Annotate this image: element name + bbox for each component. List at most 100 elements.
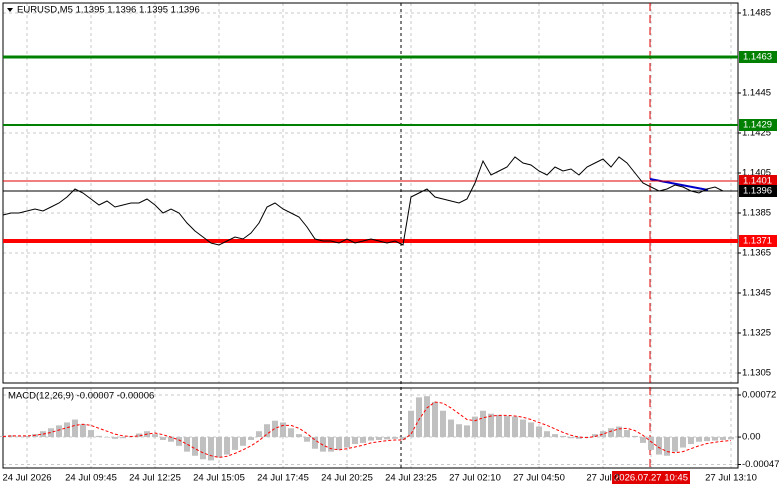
macd-bar — [264, 424, 270, 438]
y-tick-label: 1.1405 — [742, 168, 771, 179]
price-panel-frame — [2, 2, 739, 384]
macd-panel-frame — [2, 387, 739, 469]
macd-bar — [640, 437, 646, 443]
menu-triangle[interactable] — [7, 8, 13, 12]
macd-bar — [696, 437, 702, 442]
macd-bar — [168, 437, 174, 442]
x-tick-label: 24 Jul 2026 — [2, 473, 51, 484]
macd-bar — [368, 437, 374, 441]
macd-bar — [176, 437, 182, 446]
y-tick-label: 1.1425 — [742, 128, 771, 139]
macd-bar — [392, 437, 398, 439]
x-tick-label: 24 Jul 09:45 — [65, 473, 117, 484]
macd-bar — [448, 419, 454, 438]
macd-bar — [408, 410, 414, 438]
macd-bar — [384, 437, 390, 440]
macd-bar — [672, 437, 678, 452]
y-tick-label: 1.1325 — [742, 328, 771, 339]
macd-bar — [680, 437, 686, 448]
y-tick-label: -0.00047 — [742, 459, 780, 470]
level-label-box — [739, 235, 777, 247]
level-label-box — [739, 119, 777, 131]
macd-bar — [504, 416, 510, 438]
cursor-time-label: 2026.07.27 10:45 — [614, 473, 688, 484]
macd-bar — [256, 431, 262, 438]
macd-bar — [440, 410, 446, 438]
macd-bar — [296, 434, 302, 438]
macd-bar — [80, 424, 86, 438]
macd-bar — [576, 437, 582, 439]
level-label: 1.1401 — [743, 176, 772, 187]
macd-bar — [328, 437, 334, 452]
x-tick-label: 27 Jul 0 — [586, 473, 619, 484]
macd-bar — [632, 435, 638, 438]
macd-bar — [664, 437, 670, 456]
macd-bar — [624, 430, 630, 438]
symbol-header: EURUSD,M5 1.1395 1.1396 1.1395 1.1396 — [17, 5, 200, 16]
signal-line — [2, 401, 732, 459]
macd-bar — [320, 437, 326, 452]
y-tick-label: 1.1365 — [742, 248, 771, 259]
macd-bar — [56, 425, 62, 438]
macd-bar — [592, 434, 598, 438]
macd-bar — [488, 413, 494, 438]
macd-bar — [512, 416, 518, 438]
macd-bar — [376, 437, 382, 440]
macd-bar — [88, 430, 94, 438]
macd-bar — [16, 436, 22, 438]
macd-bar — [464, 425, 470, 438]
macd-bar — [720, 437, 726, 440]
macd-bar — [72, 419, 78, 438]
y-tick-label: 1.1345 — [742, 288, 771, 299]
macd-bar — [560, 435, 566, 438]
x-tick-label: 27 Jul 04:50 — [513, 473, 565, 484]
level-label: 1.1371 — [743, 236, 772, 247]
macd-bar — [424, 396, 430, 438]
macd-bar — [552, 434, 558, 438]
macd-bar — [648, 437, 654, 450]
macd-bar — [432, 402, 438, 438]
macd-bar — [608, 428, 614, 438]
macd-bar — [152, 434, 158, 438]
macd-bar — [656, 437, 662, 455]
macd-bar — [288, 428, 294, 438]
y-tick-label: 0.00 — [742, 432, 761, 443]
level-label: 1.1463 — [743, 52, 772, 63]
x-tick-label: 24 Jul 17:45 — [257, 473, 309, 484]
macd-bar — [136, 433, 142, 438]
x-tick-label: 24 Jul 23:25 — [385, 473, 437, 484]
cursor-time-box — [612, 471, 690, 484]
macd-bar — [120, 437, 126, 439]
macd-bar — [704, 437, 710, 442]
macd-bar — [216, 437, 222, 458]
macd-bar — [312, 437, 318, 449]
level-label: 1.1429 — [743, 120, 772, 131]
y-tick-label: 1.1445 — [742, 88, 771, 99]
level-label: 1.1396 — [743, 186, 772, 197]
macd-bar — [48, 428, 54, 438]
macd-header: MACD(12,26,9) -0.00007 -0.00006 — [8, 391, 154, 402]
level-label-box — [739, 51, 777, 63]
macd-bar — [352, 437, 358, 445]
macd-bar — [96, 435, 102, 438]
macd-bar — [248, 437, 254, 440]
macd-bar — [232, 437, 238, 450]
macd-bar — [456, 424, 462, 438]
macd-bar — [712, 437, 718, 441]
macd-bar — [112, 437, 118, 439]
macd-bar — [616, 426, 622, 438]
macd-bar — [480, 410, 486, 438]
macd-bar — [600, 431, 606, 438]
level-label-box — [739, 185, 777, 197]
macd-bar — [208, 437, 214, 461]
macd-bar — [568, 437, 574, 439]
y-tick-label: 1.1305 — [742, 368, 771, 379]
macd-bar — [192, 437, 198, 456]
macd-bar — [360, 437, 366, 443]
macd-bar — [496, 414, 502, 438]
macd-bar — [472, 416, 478, 438]
macd-bar — [104, 437, 110, 438]
macd-bar — [224, 437, 230, 455]
